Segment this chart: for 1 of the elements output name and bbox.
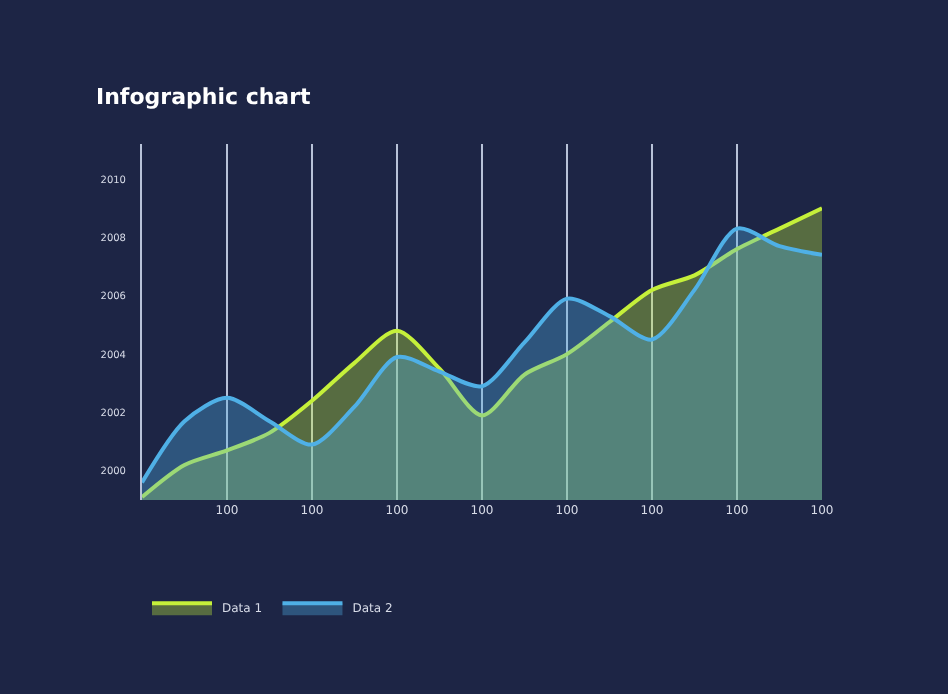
chart-title: Infographic chart [96, 83, 311, 110]
